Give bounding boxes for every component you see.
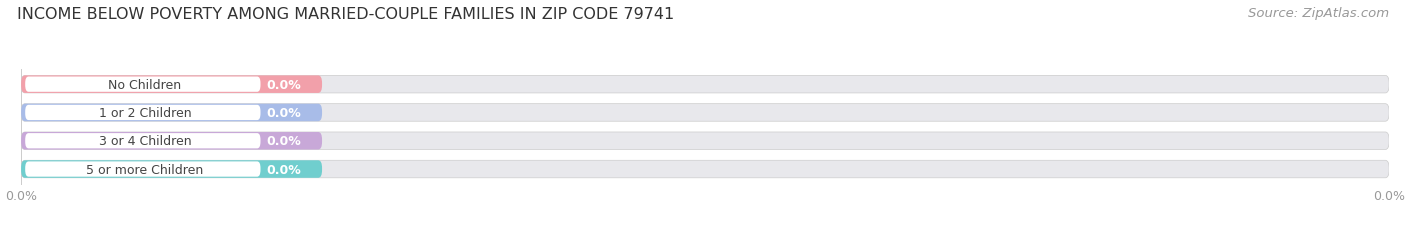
Text: 0.0%: 0.0% xyxy=(267,135,301,148)
Text: INCOME BELOW POVERTY AMONG MARRIED-COUPLE FAMILIES IN ZIP CODE 79741: INCOME BELOW POVERTY AMONG MARRIED-COUPL… xyxy=(17,7,673,22)
Text: 1 or 2 Children: 1 or 2 Children xyxy=(98,106,191,119)
Text: No Children: No Children xyxy=(108,78,181,91)
FancyBboxPatch shape xyxy=(21,104,1389,122)
FancyBboxPatch shape xyxy=(25,77,260,92)
FancyBboxPatch shape xyxy=(21,161,322,178)
FancyBboxPatch shape xyxy=(21,104,322,122)
Text: 3 or 4 Children: 3 or 4 Children xyxy=(98,135,191,148)
Text: 0.0%: 0.0% xyxy=(267,163,301,176)
FancyBboxPatch shape xyxy=(21,132,322,150)
FancyBboxPatch shape xyxy=(21,76,1389,94)
FancyBboxPatch shape xyxy=(21,76,322,94)
Text: 0.0%: 0.0% xyxy=(267,78,301,91)
FancyBboxPatch shape xyxy=(25,162,260,177)
FancyBboxPatch shape xyxy=(21,161,1389,178)
Text: Source: ZipAtlas.com: Source: ZipAtlas.com xyxy=(1249,7,1389,20)
FancyBboxPatch shape xyxy=(25,105,260,121)
Text: 0.0%: 0.0% xyxy=(267,106,301,119)
FancyBboxPatch shape xyxy=(25,134,260,149)
Text: 5 or more Children: 5 or more Children xyxy=(86,163,204,176)
FancyBboxPatch shape xyxy=(21,132,1389,150)
